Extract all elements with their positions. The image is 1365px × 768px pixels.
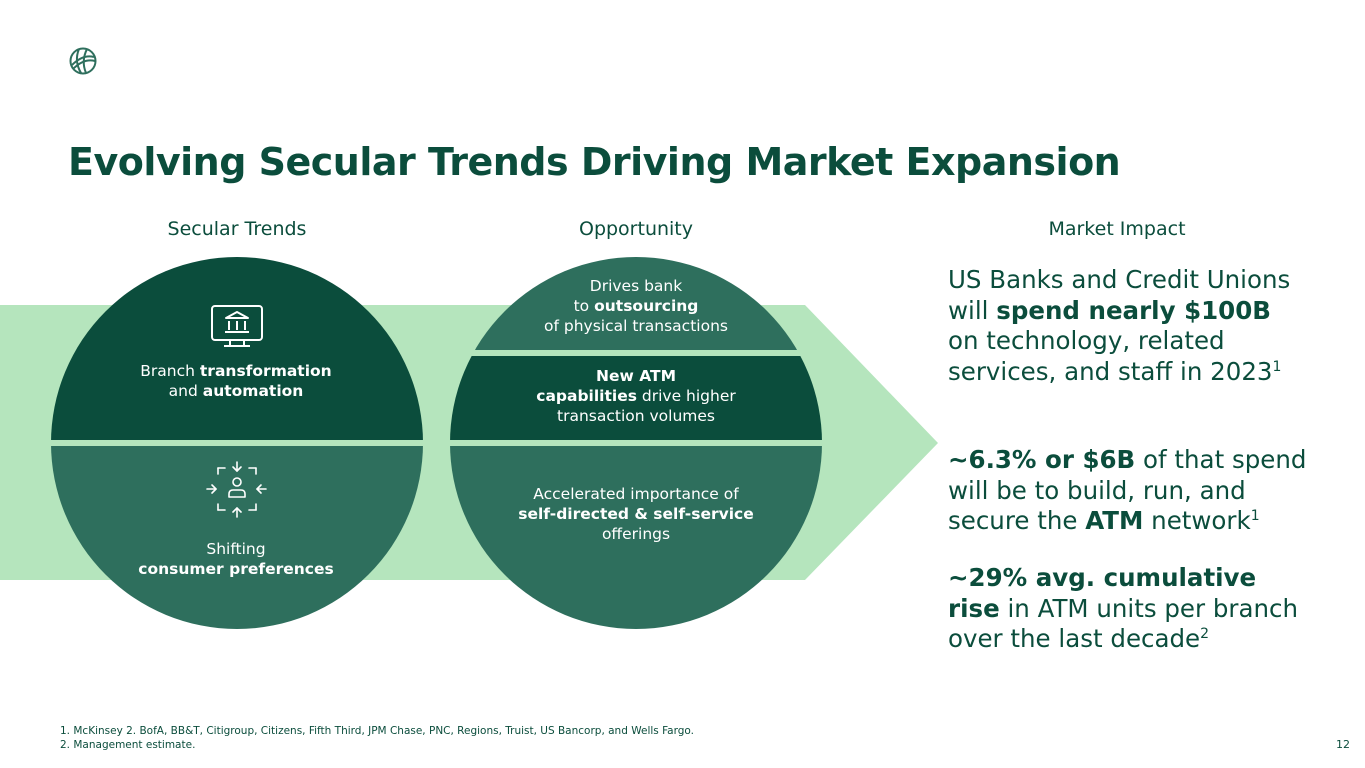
globe-logo-icon	[69, 47, 97, 75]
trend-branch-transformation: Branch transformation and automation	[140, 362, 332, 400]
branch-segment	[51, 257, 423, 440]
atm-segment	[450, 356, 822, 440]
page-number: 12	[1336, 738, 1350, 751]
footnote-1: 1. McKinsey 2. BofA, BB&T, Citigroup, Ci…	[60, 725, 694, 737]
column-header-secular-trends: Secular Trends	[167, 218, 307, 240]
opportunity-outsourcing: Drives bank to outsourcing of physical t…	[544, 277, 728, 335]
column-header-opportunity: Opportunity	[578, 218, 694, 240]
footnote-2: 2. Management estimate.	[60, 739, 196, 751]
trends-diagram	[0, 257, 938, 629]
trend-shifting-consumer-preferences: Shifting consumer preferences	[138, 540, 334, 578]
opportunity-new-atm-capabilities: New ATM capabilities drive higher transa…	[536, 367, 736, 425]
converging-arrows-person-icon	[206, 461, 267, 518]
bank-monitor-icon	[211, 305, 263, 347]
column-header-market-impact: Market Impact	[1048, 218, 1186, 240]
opportunity-self-service: Accelerated importance of self-directed …	[518, 485, 754, 543]
market-impact-atm-spend: ~6.3% or $6B of that spend will be to bu…	[948, 445, 1307, 535]
market-impact-atm-units: ~29% avg. cumulative rise in ATM units p…	[948, 563, 1299, 653]
footnotes: 1. McKinsey 2. BofA, BB&T, Citigroup, Ci…	[60, 724, 694, 752]
market-impact-spend: US Banks and Credit Unions will spend ne…	[948, 265, 1291, 386]
page-title: Evolving Secular Trends Driving Market E…	[68, 140, 1121, 184]
